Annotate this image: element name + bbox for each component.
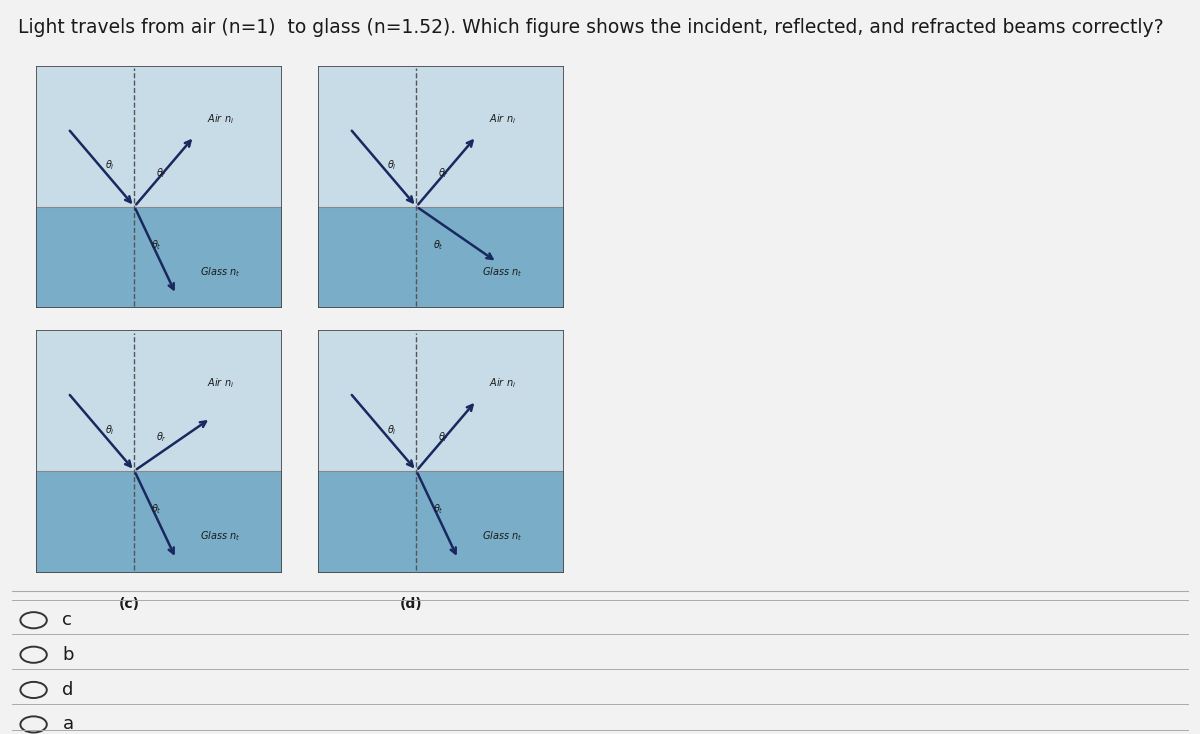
Text: Light travels from air (n=1)  to glass (n=1.52). Which figure shows the incident: Light travels from air (n=1) to glass (n… [18,18,1164,37]
Bar [36,470,282,573]
Text: (d): (d) [400,597,422,611]
Text: Glass $n_t$: Glass $n_t$ [200,529,241,543]
Text: Air $n_i$: Air $n_i$ [206,377,234,390]
Text: Glass $n_t$: Glass $n_t$ [200,265,241,279]
Bar [36,66,282,206]
Text: Air $n_i$: Air $n_i$ [488,112,516,126]
Text: Glass $n_t$: Glass $n_t$ [482,529,523,543]
Text: c: c [62,611,72,629]
Text: Air $n_i$: Air $n_i$ [206,112,234,126]
Text: $\theta_t$: $\theta_t$ [433,239,444,252]
Text: Glass $n_t$: Glass $n_t$ [482,265,523,279]
Text: $\theta_r$: $\theta_r$ [156,430,167,444]
Text: Air $n_i$: Air $n_i$ [488,377,516,390]
Text: (a): (a) [119,333,140,346]
Text: $\theta_r$: $\theta_r$ [438,430,449,444]
Text: (b): (b) [400,333,422,346]
Text: $\theta_i$: $\theta_i$ [386,423,397,437]
Bar [36,330,282,470]
Text: $\theta_i$: $\theta_i$ [104,159,115,172]
Bar [318,330,564,470]
Text: $\theta_i$: $\theta_i$ [104,423,115,437]
Text: a: a [62,716,73,733]
Text: $\theta_i$: $\theta_i$ [386,159,397,172]
Bar [318,66,564,206]
Text: $\theta_r$: $\theta_r$ [156,166,167,180]
Bar [318,206,564,308]
Bar [36,206,282,308]
Text: $\theta_t$: $\theta_t$ [151,503,162,517]
Text: $\theta_r$: $\theta_r$ [438,166,449,180]
Text: d: d [62,681,73,699]
Bar [318,470,564,573]
Text: (c): (c) [119,597,140,611]
Text: $\theta_t$: $\theta_t$ [151,239,162,252]
Text: b: b [62,646,74,664]
Text: $\theta_t$: $\theta_t$ [433,503,444,517]
